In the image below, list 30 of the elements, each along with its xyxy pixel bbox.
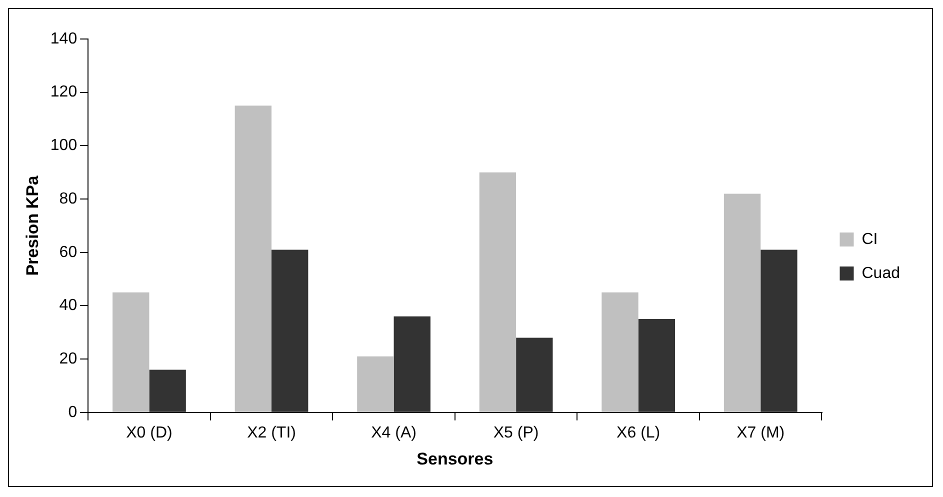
bar <box>760 250 798 412</box>
x-tick-label: X5 (P) <box>493 424 539 442</box>
bar <box>724 194 761 412</box>
y-tick-label: 120 <box>50 84 78 101</box>
y-tick-label: 80 <box>59 190 78 208</box>
bar <box>234 106 272 412</box>
y-tick-label: 100 <box>50 137 78 154</box>
x-tick-label: X2 (TI) <box>247 424 296 442</box>
bar <box>272 250 308 412</box>
x-tick-label: X0 (D) <box>126 424 172 442</box>
x-tick-label: X6 (L) <box>616 424 660 442</box>
legend-label: CI <box>862 230 878 248</box>
bar <box>394 316 430 412</box>
bar <box>638 319 676 412</box>
bar <box>479 172 516 412</box>
bar <box>149 370 186 412</box>
x-tick-label: X7 (M) <box>736 424 785 442</box>
bar <box>516 338 553 412</box>
x-tick-label: X4 (A) <box>371 424 416 442</box>
y-tick-label: 140 <box>50 30 78 48</box>
y-tick-label: 0 <box>68 404 78 421</box>
legend-label: Cuad <box>862 264 900 282</box>
y-tick-label: 20 <box>59 350 78 368</box>
bar <box>602 292 638 412</box>
y-tick-label: 40 <box>59 297 78 314</box>
bar <box>357 356 394 412</box>
y-tick-label: 60 <box>59 244 78 261</box>
y-axis-title: Presion KPa <box>22 175 42 276</box>
bar <box>112 292 150 412</box>
x-axis-title: Sensores <box>416 449 494 468</box>
